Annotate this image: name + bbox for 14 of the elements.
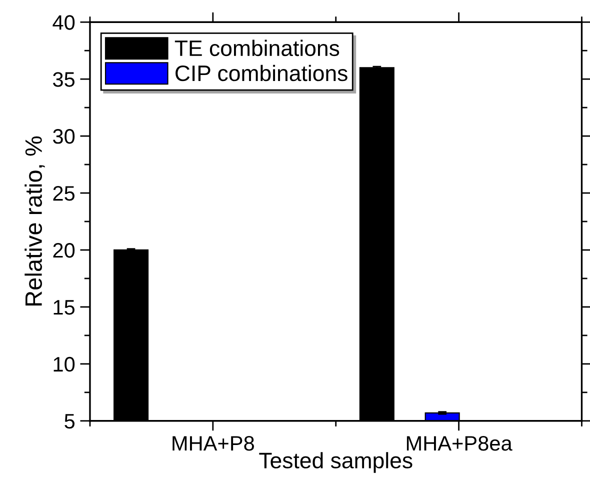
y-tick-label: 35	[53, 72, 75, 87]
x-tick-label: MHA+P8ea	[406, 436, 512, 451]
y-axis-title: Relative ratio, %	[24, 136, 45, 306]
y-tick-label: 5	[64, 414, 75, 429]
y-tick-label: 25	[53, 186, 75, 201]
x-axis-title: Tested samples	[259, 452, 412, 473]
y-tick-label: 20	[53, 242, 75, 258]
x-tick-label: MHA+P8	[172, 436, 254, 451]
legend-label: TE combinations	[174, 40, 340, 56]
y-tick-label: 10	[54, 356, 75, 372]
legend-label: CIP combinations	[176, 64, 348, 82]
y-tick-label: 15	[54, 300, 75, 315]
y-tick-label: 40	[52, 15, 75, 30]
y-tick-label: 30	[53, 129, 75, 144]
